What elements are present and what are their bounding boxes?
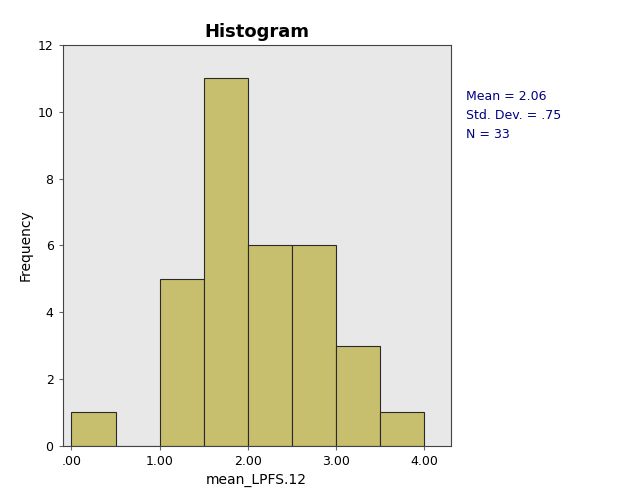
- Bar: [292, 245, 336, 446]
- Bar: [248, 245, 292, 446]
- Bar: [160, 279, 203, 446]
- Title: Histogram: Histogram: [204, 23, 309, 41]
- X-axis label: mean_LPFS.12: mean_LPFS.12: [206, 473, 307, 487]
- Y-axis label: Frequency: Frequency: [18, 209, 32, 282]
- Text: Mean = 2.06
Std. Dev. = .75
N = 33: Mean = 2.06 Std. Dev. = .75 N = 33: [466, 90, 562, 141]
- Bar: [203, 79, 248, 446]
- Bar: [336, 346, 380, 446]
- Bar: [380, 412, 424, 446]
- Bar: [71, 412, 116, 446]
